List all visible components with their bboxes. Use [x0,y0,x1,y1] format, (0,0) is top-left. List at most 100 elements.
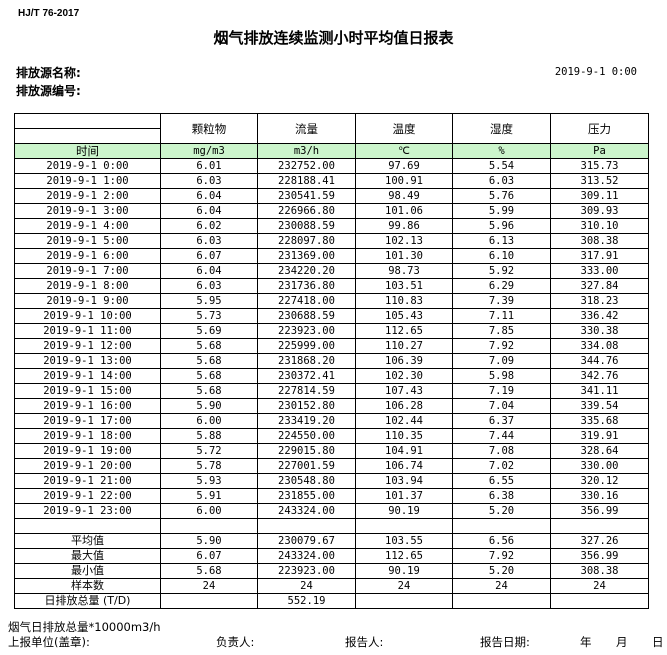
value-cell: 5.93 [160,473,258,489]
value-cell: 101.06 [355,203,453,219]
value-cell: 231369.00 [257,248,356,264]
footer-note: 烟气日排放总量*10000m3/h [8,620,161,634]
value-cell: 97.69 [355,158,453,174]
table-row: 2019-9-1 12:00 5.68 225999.00 110.27 7.92 334… [14,338,649,354]
table-row: 2019-9-1 20:00 5.78 227001.59 106.74 7.02 330… [14,458,649,474]
value-cell: 224550.00 [257,428,356,444]
value-cell: 101.37 [355,488,453,504]
value-cell: 5.68 [160,368,258,384]
summary-value: 6.56 [452,533,551,549]
value-cell: 5.76 [452,188,551,204]
blank-cell [160,518,258,534]
summary-value: 103.55 [355,533,453,549]
value-cell: 6.03 [160,173,258,189]
value-cell: 7.19 [452,383,551,399]
blank-row [14,518,649,534]
time-cell: 2019-9-1 13:00 [14,353,161,369]
value-cell: 227418.00 [257,293,356,309]
value-cell: 107.43 [355,383,453,399]
value-cell: 102.30 [355,368,453,384]
value-cell: 336.42 [550,308,649,324]
value-cell: 106.74 [355,458,453,474]
value-cell: 5.54 [452,158,551,174]
table-row: 2019-9-1 21:00 5.93 230548.80 103.94 6.55 320… [14,473,649,489]
value-cell: 5.68 [160,338,258,354]
time-cell: 2019-9-1 20:00 [14,458,161,474]
time-cell: 2019-9-1 9:00 [14,293,161,309]
table-row: 2019-9-1 22:00 5.91 231855.00 101.37 6.38 330… [14,488,649,504]
summary-value: 243324.00 [257,548,356,564]
source-name-label: 排放源名称: [16,66,81,80]
value-cell: 7.11 [452,308,551,324]
value-cell: 5.90 [160,398,258,414]
value-cell: 319.91 [550,428,649,444]
value-cell: 110.83 [355,293,453,309]
table-row: 2019-9-1 13:00 5.68 231868.20 106.39 7.09 344… [14,353,649,369]
value-cell: 5.99 [452,203,551,219]
value-cell: 5.88 [160,428,258,444]
table-row: 2019-9-1 0:00 6.01 232752.00 97.69 5.54 315.7… [14,158,649,174]
value-cell: 6.37 [452,413,551,429]
value-cell: 6.00 [160,503,258,519]
value-cell: 5.92 [452,263,551,279]
value-cell: 5.69 [160,323,258,339]
value-cell: 231868.20 [257,353,356,369]
value-cell: 5.68 [160,353,258,369]
blank-cell [14,518,161,534]
summary-value: 5.68 [160,563,258,579]
value-cell: 230152.80 [257,398,356,414]
time-cell: 2019-9-1 16:00 [14,398,161,414]
summary-row: 最小值 5.68 223923.00 90.19 5.20 308.38 [14,563,649,579]
summary-value: 24 [257,578,356,594]
value-cell: 6.13 [452,233,551,249]
column-header: 温度 [355,113,453,144]
value-cell: 6.10 [452,248,551,264]
value-cell: 342.76 [550,368,649,384]
value-cell: 7.08 [452,443,551,459]
summary-value: 5.20 [452,563,551,579]
value-cell: 6.55 [452,473,551,489]
time-cell: 2019-9-1 4:00 [14,218,161,234]
value-cell: 103.51 [355,278,453,294]
value-cell: 104.91 [355,443,453,459]
source-code-label: 排放源编号: [16,84,81,98]
value-cell: 315.73 [550,158,649,174]
time-cell: 2019-9-1 18:00 [14,428,161,444]
value-cell: 5.96 [452,218,551,234]
value-cell: 317.91 [550,248,649,264]
value-cell: 106.28 [355,398,453,414]
summary-row: 最大值 6.07 243324.00 112.65 7.92 356.99 [14,548,649,564]
value-cell: 6.07 [160,248,258,264]
summary-value: 327.26 [550,533,649,549]
value-cell: 334.08 [550,338,649,354]
value-cell: 7.85 [452,323,551,339]
value-cell: 6.02 [160,218,258,234]
value-cell: 6.38 [452,488,551,504]
value-cell: 344.76 [550,353,649,369]
unit-cell: % [452,143,551,159]
unit-cell: mg/m3 [160,143,258,159]
value-cell: 225999.00 [257,338,356,354]
units-row: 时间 mg/m3 m3/h ℃% Pa [14,143,649,159]
summary-row: 日排放总量 (T/D) 552.19 [14,593,649,609]
standard-code: HJ/T 76-2017 [18,8,80,19]
reporter-label: 报告人: [345,635,384,649]
value-cell: 5.73 [160,308,258,324]
time-cell: 2019-9-1 6:00 [14,248,161,264]
summary-row: 样本数 24 24 24 24 24 [14,578,649,594]
value-cell: 6.03 [160,278,258,294]
value-cell: 230372.41 [257,368,356,384]
value-cell: 231736.80 [257,278,356,294]
column-header: 流量 [257,113,356,144]
summary-value: 24 [355,578,453,594]
value-cell: 330.16 [550,488,649,504]
value-cell: 230541.59 [257,188,356,204]
value-cell: 230688.59 [257,308,356,324]
time-cell: 2019-9-1 7:00 [14,263,161,279]
summary-value: 356.99 [550,548,649,564]
time-cell: 2019-9-1 23:00 [14,503,161,519]
value-cell: 5.91 [160,488,258,504]
value-cell: 6.00 [160,413,258,429]
value-cell: 7.39 [452,293,551,309]
time-cell: 2019-9-1 8:00 [14,278,161,294]
